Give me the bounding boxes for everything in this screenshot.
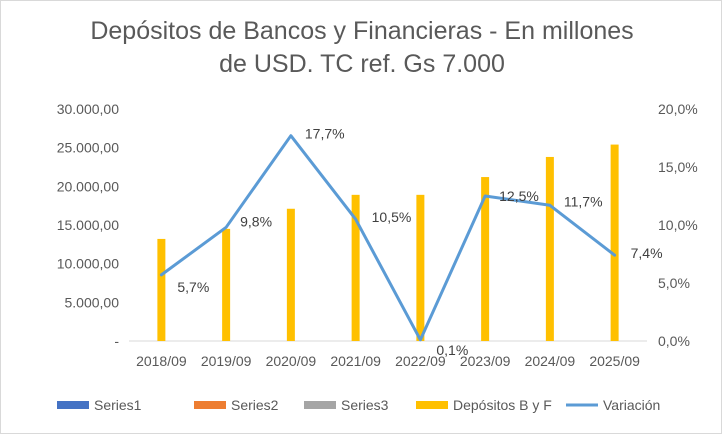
y-right-tick-label: 0,0% — [658, 333, 690, 349]
chart-title-line-1: Depósitos de Bancos y Financieras - En m… — [90, 17, 634, 45]
bar-depositos — [286, 208, 295, 341]
y-left-tick-label: 30.000,00 — [57, 101, 119, 117]
y-left-tick-label: 20.000,00 — [57, 178, 119, 194]
y-left-tick-label: 5.000,00 — [65, 294, 120, 310]
data-label-variacion: 7,4% — [631, 245, 663, 261]
legend-label: Series1 — [94, 397, 142, 413]
x-tick-label: 2018/09 — [136, 353, 187, 369]
bar-depositos — [545, 156, 554, 341]
y-left-tick-label: 10.000,00 — [57, 256, 119, 272]
chart-title-line-2: de USD. TC ref. Gs 7.000 — [219, 50, 505, 78]
legend-swatch — [57, 401, 89, 409]
legend-swatch — [304, 401, 336, 409]
x-tick-label: 2021/09 — [330, 353, 381, 369]
data-label-variacion: 9,8% — [240, 213, 272, 229]
legend-label: Depósitos B y F — [453, 397, 552, 413]
x-tick-label: 2023/09 — [460, 353, 511, 369]
bar-depositos — [222, 228, 231, 341]
x-tick-label: 2024/09 — [525, 353, 576, 369]
y-left-tick-label: 15.000,00 — [57, 217, 119, 233]
data-label-variacion: 5,7% — [177, 279, 209, 295]
legend-swatch — [194, 401, 226, 409]
y-right-tick-label: 5,0% — [658, 275, 690, 291]
legend-label: Series2 — [231, 397, 279, 413]
legend-swatch — [416, 401, 448, 409]
x-tick-label: 2025/09 — [589, 353, 640, 369]
y-left-tick-label: 25.000,00 — [57, 140, 119, 156]
data-label-variacion: 0,1% — [436, 342, 468, 358]
line-variacion — [159, 134, 617, 342]
y-right-tick-label: 20,0% — [658, 101, 698, 117]
y-left-tick-label: - — [114, 333, 119, 349]
x-tick-label: 2022/09 — [395, 353, 446, 369]
bar-depositos — [481, 177, 490, 341]
bar-depositos — [416, 194, 425, 341]
bar-depositos — [351, 194, 360, 341]
y-right-tick-label: 15,0% — [658, 159, 698, 175]
data-label-variacion: 11,7% — [564, 193, 603, 209]
x-tick-label: 2020/09 — [266, 353, 317, 369]
chart-title: Depósitos de Bancos y Financieras - En m… — [1, 15, 722, 81]
bar-depositos — [610, 144, 619, 341]
data-label-variacion: 12,5% — [499, 188, 539, 204]
data-label-variacion: 17,7% — [305, 126, 345, 142]
x-tick-label: 2019/09 — [201, 353, 252, 369]
legend-label: Series3 — [341, 397, 389, 413]
legend-label: Variación — [603, 397, 660, 413]
data-label-variacion: 10,5% — [372, 209, 412, 225]
y-right-tick-label: 10,0% — [658, 217, 698, 233]
bar-depositos — [157, 238, 166, 341]
